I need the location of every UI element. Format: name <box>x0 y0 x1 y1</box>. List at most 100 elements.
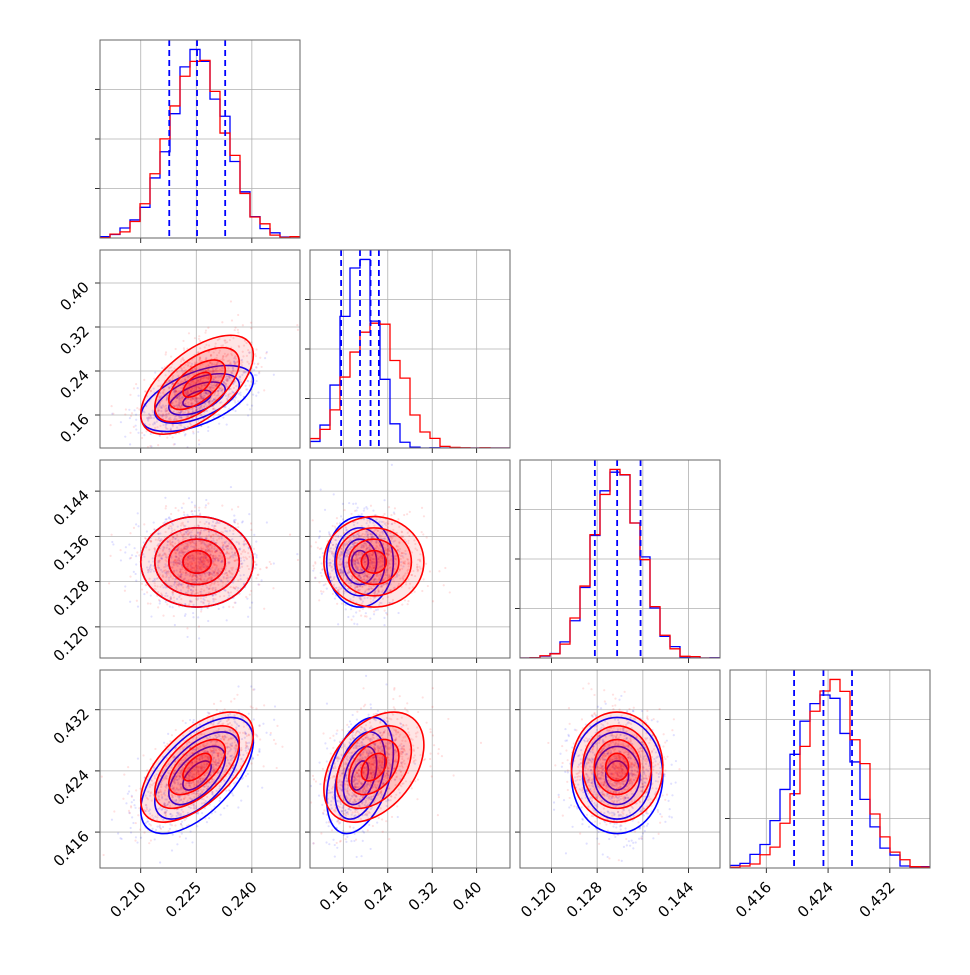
scatter-point <box>230 300 232 302</box>
scatter-point <box>255 395 257 397</box>
scatter-point <box>147 602 149 604</box>
scatter-point <box>386 613 388 615</box>
scatter-point <box>265 732 267 734</box>
scatter-point <box>317 547 319 549</box>
scatter-point <box>383 617 385 619</box>
scatter-point <box>234 400 236 402</box>
scatter-point <box>247 616 249 618</box>
scatter-point <box>373 613 375 615</box>
scatter-point <box>197 431 199 433</box>
scatter-point <box>312 519 314 521</box>
scatter-point <box>438 570 440 572</box>
scatter-point <box>133 409 135 411</box>
scatter-point <box>182 502 184 504</box>
scatter-point <box>237 506 239 508</box>
scatter-point <box>162 448 164 450</box>
scatter-point <box>250 522 252 524</box>
scatter-point <box>175 507 177 509</box>
panel-2-1 <box>290 460 510 663</box>
scatter-point <box>383 513 385 515</box>
scatter-point <box>255 554 257 556</box>
scatter-point <box>207 327 209 329</box>
scatter-point <box>222 417 224 419</box>
scatter-point <box>345 608 347 610</box>
scatter-point <box>254 561 256 563</box>
scatter-point <box>407 600 409 602</box>
scatter-point <box>444 567 446 569</box>
scatter-point <box>365 612 367 614</box>
scatter-point <box>143 523 145 525</box>
scatter-point <box>200 610 202 612</box>
scatter-point <box>372 509 374 511</box>
scatter-point <box>353 623 355 625</box>
scatter-point <box>273 562 275 564</box>
scatter-point <box>135 563 137 565</box>
scatter-point <box>355 503 357 505</box>
scatter-point <box>234 327 236 329</box>
scatter-point <box>332 593 334 595</box>
scatter-point <box>449 591 451 593</box>
scatter-point <box>165 351 167 353</box>
scatter-point <box>205 499 207 501</box>
scatter-point <box>248 713 250 715</box>
scatter-point <box>390 514 392 516</box>
scatter-point <box>221 321 223 323</box>
scatter-point <box>384 610 386 612</box>
scatter-point <box>165 518 167 520</box>
scatter-point <box>226 423 228 425</box>
scatter-point <box>141 437 143 439</box>
scatter-point <box>128 409 130 411</box>
scatter-point <box>383 499 385 501</box>
scatter-point <box>120 559 122 561</box>
y-tick-label: 0.40 <box>56 278 92 314</box>
scatter-point <box>189 719 191 721</box>
scatter-point <box>318 599 320 601</box>
scatter-point <box>226 805 228 807</box>
scatter-point <box>137 606 139 608</box>
scatter-point <box>162 522 164 524</box>
scatter-point <box>218 608 220 610</box>
scatter-point <box>340 515 342 517</box>
scatter-point <box>257 574 259 576</box>
scatter-point <box>165 507 167 509</box>
scatter-point <box>135 580 137 582</box>
scatter-point <box>228 606 230 608</box>
scatter-point <box>135 555 137 557</box>
scatter-point <box>133 527 135 529</box>
scatter-point <box>255 541 257 543</box>
scatter-point <box>255 563 257 565</box>
y-tick-label: 0.16 <box>56 410 92 446</box>
scatter-point <box>204 332 206 334</box>
scatter-point <box>157 444 159 446</box>
scatter-point <box>360 615 362 617</box>
scatter-point <box>231 319 233 321</box>
scatter-point <box>245 388 247 390</box>
scatter-point <box>234 602 236 604</box>
panel-plot-area <box>100 460 300 658</box>
scatter-point <box>266 521 268 523</box>
scatter-point <box>172 606 174 608</box>
scatter-point <box>429 570 431 572</box>
scatter-point <box>112 413 114 415</box>
scatter-point <box>143 379 145 381</box>
scatter-point <box>319 548 321 550</box>
scatter-point <box>111 819 113 821</box>
scatter-point <box>322 552 324 554</box>
scatter-point <box>255 367 257 369</box>
scatter-point <box>336 517 338 519</box>
scatter-point <box>319 556 321 558</box>
scatter-point <box>185 837 187 839</box>
y-tick-label: 0.24 <box>56 366 92 402</box>
scatter-point <box>307 549 309 551</box>
scatter-point <box>347 616 349 618</box>
scatter-point <box>150 594 152 596</box>
scatter-point <box>357 507 359 509</box>
scatter-point <box>198 637 200 639</box>
scatter-point <box>162 826 164 828</box>
scatter-point <box>194 510 196 512</box>
scatter-point <box>324 583 326 585</box>
scatter-point <box>169 606 171 608</box>
scatter-point <box>186 514 188 516</box>
scatter-point <box>173 615 175 617</box>
